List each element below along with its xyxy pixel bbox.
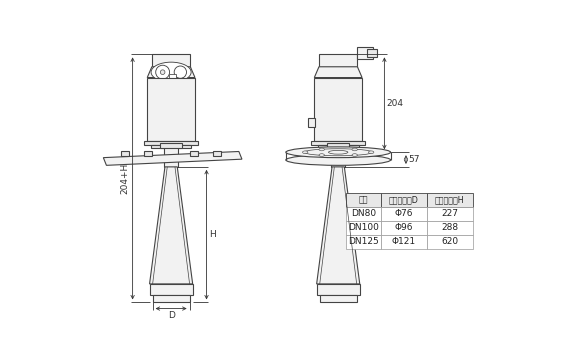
Bar	[311, 141, 365, 145]
Bar	[381, 193, 427, 207]
Bar	[427, 207, 473, 221]
Bar	[427, 235, 473, 249]
Text: DN125: DN125	[348, 237, 378, 246]
Ellipse shape	[352, 154, 357, 157]
Text: 204+H: 204+H	[121, 163, 130, 194]
Bar	[331, 145, 345, 156]
Ellipse shape	[352, 148, 357, 151]
Text: 227: 227	[442, 209, 459, 218]
Text: 204: 204	[387, 99, 404, 108]
Circle shape	[160, 70, 165, 75]
Bar	[164, 156, 178, 167]
Bar	[320, 295, 357, 302]
Circle shape	[156, 65, 170, 79]
Text: 喇叭口直径D: 喇叭口直径D	[389, 195, 419, 205]
Bar	[144, 141, 198, 145]
Polygon shape	[314, 67, 362, 78]
Ellipse shape	[286, 147, 390, 158]
Bar	[381, 207, 427, 221]
Text: H: H	[209, 230, 216, 239]
Bar	[164, 145, 178, 156]
Text: 620: 620	[442, 237, 459, 246]
Bar	[191, 151, 198, 156]
Ellipse shape	[319, 154, 324, 157]
Bar	[346, 193, 381, 207]
Ellipse shape	[303, 151, 308, 154]
Polygon shape	[316, 167, 360, 284]
Bar	[346, 235, 381, 249]
Bar	[366, 49, 377, 57]
Bar	[121, 151, 129, 156]
Bar	[314, 78, 362, 141]
Polygon shape	[147, 67, 195, 78]
Bar	[357, 47, 373, 59]
Polygon shape	[150, 167, 193, 284]
Text: 喇叭口高度H: 喇叭口高度H	[435, 195, 465, 205]
Bar	[152, 295, 189, 302]
Text: 57: 57	[409, 155, 420, 164]
Bar	[327, 143, 349, 148]
Bar	[147, 78, 195, 141]
Text: DN80: DN80	[351, 209, 376, 218]
Text: 288: 288	[442, 223, 459, 232]
Bar	[144, 151, 152, 156]
Bar	[152, 55, 191, 67]
Circle shape	[174, 66, 187, 78]
Bar	[427, 193, 473, 207]
Text: Φ96: Φ96	[394, 223, 413, 232]
Bar	[160, 143, 182, 148]
Text: Φ76: Φ76	[394, 209, 413, 218]
Text: 法兰: 法兰	[358, 195, 368, 205]
Bar	[318, 145, 358, 148]
Ellipse shape	[151, 62, 191, 82]
Bar	[346, 221, 381, 235]
Bar	[427, 221, 473, 235]
Bar	[381, 221, 427, 235]
Ellipse shape	[319, 148, 324, 151]
Bar	[331, 156, 345, 167]
Bar	[213, 151, 221, 156]
Bar	[150, 284, 193, 295]
Bar	[308, 118, 315, 127]
Text: DN100: DN100	[348, 223, 378, 232]
Bar	[316, 284, 360, 295]
Text: D: D	[168, 311, 175, 320]
Polygon shape	[104, 151, 242, 165]
Bar	[151, 145, 191, 148]
Ellipse shape	[286, 155, 390, 165]
Ellipse shape	[369, 151, 374, 154]
Bar	[346, 207, 381, 221]
Text: Φ121: Φ121	[391, 237, 416, 246]
Bar	[169, 75, 176, 80]
Bar	[319, 55, 357, 67]
Bar	[381, 235, 427, 249]
